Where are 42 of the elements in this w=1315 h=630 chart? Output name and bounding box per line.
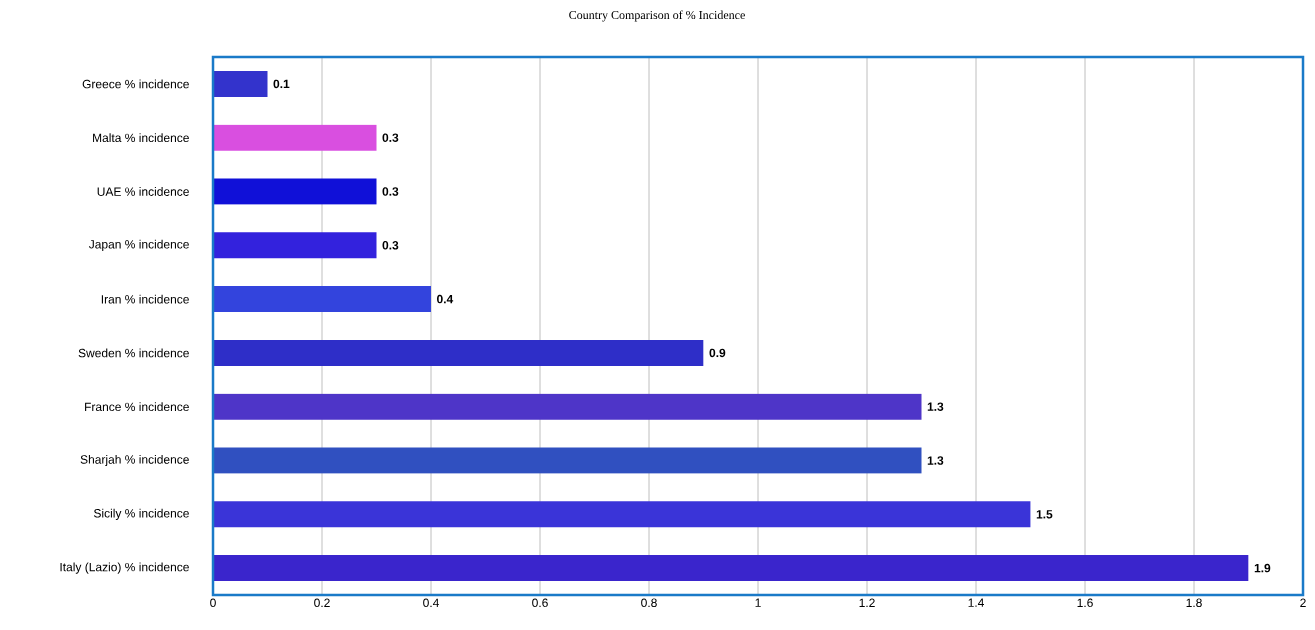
x-tick-label: 0.4 [423,598,439,608]
data-label: 1.3 [927,402,944,411]
x-tick-label: 0.6 [532,598,548,608]
data-label: 1.9 [1254,563,1271,573]
x-tick-label: 1.6 [1077,598,1093,608]
bar [213,339,704,366]
bar [213,232,377,259]
y-tick-label: Sharjah % incidence [80,454,189,467]
bar [213,124,377,151]
bar [213,555,1249,582]
x-tick-label: 0.8 [641,598,657,608]
data-label: 0.3 [382,187,399,196]
y-tick-label: Greece % incidence [82,79,189,89]
y-tick-label: Iran % incidence [101,294,189,304]
bar [213,286,431,313]
data-label: 1.3 [927,456,944,465]
data-label: 1.5 [1036,510,1053,519]
y-tick-label: France % incidence [85,402,189,412]
x-tick-label: 1.4 [968,598,984,607]
x-tick-label: 1.2 [859,598,875,607]
data-label: 0.4 [437,294,454,304]
data-label: 0.3 [382,241,399,250]
bar [213,501,1031,528]
y-tick-label: UAE % incidence [97,187,189,196]
chart-title: Country Comparison of % Incidence [569,10,745,22]
y-tick-label: Italy (Lazio) % incidence [60,562,189,574]
y-tick-label: Sweden % incidence [78,348,189,358]
x-tick-label: 2 [1300,598,1306,607]
bar [213,393,922,420]
data-label: 0.3 [382,133,399,142]
x-tick-label: 1.8 [1186,598,1202,608]
data-label: 0.9 [709,348,726,358]
bar [213,447,922,474]
x-tick-label: 1 [755,598,761,607]
y-tick-label: Malta % incidence [93,133,189,143]
bar [213,178,377,205]
y-tick-label: Sicily % incidence [93,508,189,520]
x-tick-label: 0.2 [314,598,330,608]
bar [213,70,268,97]
y-tick-label: Japan % incidence [88,239,189,251]
x-tick-label: 0 [210,598,216,608]
data-label: 0.1 [273,79,290,89]
